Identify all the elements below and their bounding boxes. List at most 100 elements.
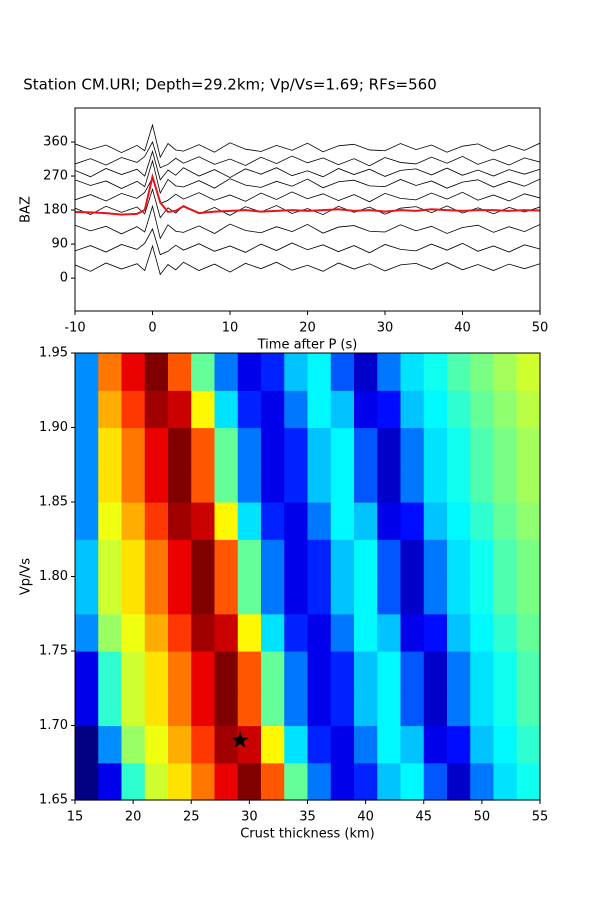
heat-cell xyxy=(261,576,285,615)
x-tick-label: 0 xyxy=(148,321,156,336)
heat-cell xyxy=(447,539,471,578)
heat-cell xyxy=(400,576,425,615)
heat-cell xyxy=(470,427,495,466)
heat-cell xyxy=(354,353,378,391)
heat-cell xyxy=(330,613,355,652)
heat-cell xyxy=(377,390,402,429)
heat-cell xyxy=(400,390,425,429)
heat-cell xyxy=(237,613,262,652)
heat-cell xyxy=(284,576,309,615)
x-tick-label: 30 xyxy=(377,321,394,336)
heat-cell xyxy=(400,353,425,391)
heat-cell xyxy=(400,502,425,540)
heat-cell xyxy=(75,539,99,578)
trace xyxy=(75,150,540,181)
heat-cell xyxy=(261,464,285,503)
trace xyxy=(75,227,540,256)
heat-cell xyxy=(447,725,471,764)
heat-cell xyxy=(214,613,239,652)
heat-cell xyxy=(191,725,216,764)
heat-cell xyxy=(307,725,332,764)
heat-cell xyxy=(330,688,355,727)
y-tick-label: 1.85 xyxy=(39,495,68,510)
heat-cell xyxy=(121,576,146,615)
heat-cell xyxy=(400,539,425,578)
heat-cell xyxy=(354,539,378,578)
heat-cell xyxy=(98,539,123,578)
heat-cell xyxy=(423,762,448,801)
heat-cell xyxy=(377,651,402,689)
heat-cell xyxy=(144,613,169,652)
heat-cell xyxy=(75,353,99,391)
x-tick-label: -10 xyxy=(64,321,85,336)
heat-cell xyxy=(330,502,355,540)
heat-cell xyxy=(493,390,518,429)
x-tick-label: 40 xyxy=(454,321,471,336)
heat-cell xyxy=(168,539,192,578)
heat-cell xyxy=(168,613,192,652)
heat-cell xyxy=(98,688,123,727)
heat-cell xyxy=(144,651,169,689)
heat-cell xyxy=(307,502,332,540)
heat-cell xyxy=(354,651,378,689)
heat-cell xyxy=(400,762,425,801)
heat-cell xyxy=(237,725,262,764)
heat-cell xyxy=(168,688,192,727)
heat-cell xyxy=(400,464,425,503)
heat-cell xyxy=(354,464,378,503)
x-tick-label: 25 xyxy=(183,810,200,825)
heat-cell xyxy=(121,427,146,466)
heat-cell xyxy=(191,390,216,429)
heat-cell xyxy=(330,390,355,429)
y-tick-label: 360 xyxy=(43,135,68,150)
heat-cell xyxy=(400,725,425,764)
heat-cell xyxy=(516,725,541,764)
heat-cell xyxy=(98,353,123,391)
heat-cell xyxy=(447,464,471,503)
heat-cell xyxy=(447,762,471,801)
heat-cell xyxy=(75,762,99,801)
heat-cell xyxy=(284,353,309,391)
heat-cell xyxy=(214,688,239,727)
heat-cell xyxy=(423,725,448,764)
heat-cell xyxy=(516,688,541,727)
x-tick-label: 10 xyxy=(222,321,239,336)
heat-cell xyxy=(423,390,448,429)
heat-cell xyxy=(75,464,99,503)
heat-cell xyxy=(423,427,448,466)
heat-cell xyxy=(423,576,448,615)
y-tick-label: 180 xyxy=(43,203,68,218)
x-tick-label: 55 xyxy=(532,810,549,825)
heat-cell xyxy=(144,353,169,391)
heat-cell xyxy=(98,390,123,429)
heat-cell xyxy=(214,725,239,764)
heat-cell xyxy=(423,502,448,540)
heat-cell xyxy=(237,427,262,466)
heat-cell xyxy=(447,613,471,652)
heat-cell xyxy=(144,576,169,615)
heat-cell xyxy=(516,539,541,578)
heat-cell xyxy=(261,762,285,801)
heat-cell xyxy=(168,725,192,764)
heat-cell xyxy=(121,762,146,801)
heat-cell xyxy=(75,725,99,764)
heat-cell xyxy=(214,427,239,466)
x-tick-label: 35 xyxy=(299,810,316,825)
heat-cell xyxy=(307,464,332,503)
heat-cell xyxy=(400,651,425,689)
heat-cell xyxy=(423,651,448,689)
y-tick-label: 90 xyxy=(51,237,68,252)
heat-cell xyxy=(121,688,146,727)
heat-cell xyxy=(168,464,192,503)
heat-cell xyxy=(354,725,378,764)
heat-cell xyxy=(284,725,309,764)
heat-cell xyxy=(377,353,402,391)
heat-cell xyxy=(447,688,471,727)
heat-cell xyxy=(400,688,425,727)
heat-cell xyxy=(144,502,169,540)
heat-cell xyxy=(377,688,402,727)
heat-cell xyxy=(237,539,262,578)
heat-cell xyxy=(377,725,402,764)
trace xyxy=(75,176,540,205)
